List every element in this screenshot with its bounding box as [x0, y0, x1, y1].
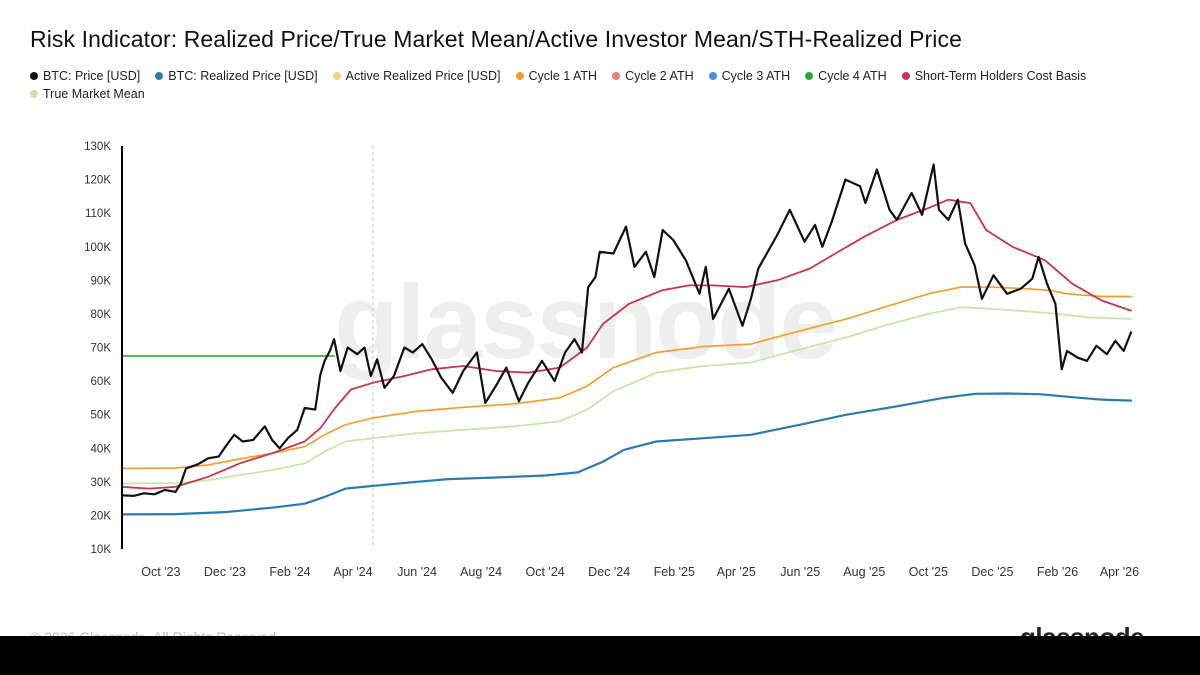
x-tick-label: Aug '24 — [460, 565, 502, 579]
series-line-true-market-mean — [121, 306, 1132, 485]
series-line-short-term-holders-cost-basis — [121, 198, 1132, 490]
y-tick-label: 40K — [91, 443, 112, 455]
x-tick-label: Apr '24 — [333, 565, 372, 579]
chart-legend: BTC: Price [USD] BTC: Realized Price [USD… — [30, 69, 1150, 101]
legend-dot — [332, 72, 341, 80]
x-tick-label: Apr '25 — [717, 565, 756, 579]
legend-label: Active Realized Price [USD] — [345, 69, 501, 83]
x-tick-label: Dec '25 — [971, 565, 1013, 579]
legend-dot — [612, 72, 621, 80]
y-tick-label: 90K — [91, 275, 112, 287]
x-tick-label: Feb '25 — [654, 565, 695, 579]
y-axis-labels: 10K 20K 30K 40K 50K 60K 70K 80K 90K 100K 110K 120K 1… — [84, 141, 111, 556]
y-tick-label: 110K — [85, 208, 111, 220]
legend-label: True Market Mean — [43, 87, 145, 101]
chart-canvas: glassnode 10K20K30K40K50K60K70K80K90K100… — [84, 141, 1139, 579]
x-tick-label: Jun '24 — [397, 565, 437, 579]
series-line-btc-price-usd — [120, 163, 1133, 497]
legend-dot — [155, 72, 164, 80]
y-tick-label: 10K — [91, 544, 112, 556]
legend-item-cycle-2-ath[interactable]: Cycle 2 ATH — [612, 69, 694, 83]
legend-dot — [708, 72, 717, 80]
x-axis-labels: Oct '23 Dec '23 Feb '24 Apr '24 Jun '24 Aug '… — [141, 565, 1139, 579]
y-tick-label: 20K — [91, 510, 112, 522]
y-tick-label: 30K — [91, 477, 112, 489]
legend-label: Cycle 3 ATH — [721, 69, 791, 83]
x-tick-label: Oct '23 — [141, 565, 180, 579]
chart-title: Risk Indicator: Realized Price/True Mark… — [30, 26, 963, 52]
legend-dot — [901, 72, 910, 80]
x-tick-label: Dec '23 — [204, 565, 246, 579]
legend-label: Cycle 2 ATH — [625, 69, 694, 83]
y-tick-label: 70K — [91, 343, 112, 355]
x-tick-label: Jun '25 — [780, 565, 820, 579]
legend-item-active-realized-price-usd[interactable]: Active Realized Price [USD] — [332, 69, 501, 83]
y-tick-label: 50K — [91, 410, 112, 422]
y-tick-label: 60K — [91, 376, 112, 388]
footer-logo: glassnode — [1020, 622, 1144, 636]
legend-item-cycle-1-ath[interactable]: Cycle 1 ATH — [515, 69, 598, 83]
x-tick-label: Dec '24 — [588, 565, 630, 579]
x-tick-label: Apr '26 — [1100, 565, 1139, 579]
legend-item-true-market-mean[interactable]: True Market Mean — [30, 87, 145, 101]
x-tick-label: Feb '26 — [1037, 565, 1078, 579]
copyright-text: © 2026 Glassnode. All Rights Reserved. — [30, 628, 280, 636]
y-tick-label: 80K — [91, 309, 112, 321]
y-tick-label: 100K — [84, 242, 111, 254]
footer-bar — [0, 636, 1200, 675]
legend-label: Short-Term Holders Cost Basis — [914, 69, 1087, 83]
legend-item-cycle-4-ath[interactable]: Cycle 4 ATH — [805, 69, 887, 83]
legend-item-cycle-3-ath[interactable]: Cycle 3 ATH — [708, 69, 791, 83]
y-tick-label: 120K — [84, 175, 111, 187]
legend-label: BTC: Realized Price [USD] — [168, 69, 318, 83]
legend-label: BTC: Price [USD] — [43, 69, 141, 83]
legend-dot — [805, 72, 814, 80]
legend-label: Cycle 1 ATH — [528, 69, 598, 83]
x-tick-label: Feb '24 — [269, 565, 310, 579]
series-line-btc-realized-price-usd — [120, 392, 1133, 516]
y-tick-label: 130K — [84, 141, 111, 153]
legend-dot — [30, 90, 38, 98]
legend-item-btc-realized-price-usd[interactable]: BTC: Realized Price [USD] — [155, 69, 318, 83]
x-tick-label: Aug '25 — [843, 565, 885, 579]
legend-item-short-term-holders-cost-basis[interactable]: Short-Term Holders Cost Basis — [901, 69, 1087, 83]
x-tick-label: Oct '25 — [909, 565, 948, 579]
legend-dot — [30, 72, 38, 80]
x-tick-label: Oct '24 — [526, 565, 565, 579]
legend-dot — [515, 72, 524, 80]
series-group — [120, 163, 1133, 516]
legend-label: Cycle 4 ATH — [818, 69, 887, 83]
legend-item-btc-price-usd[interactable]: BTC: Price [USD] — [30, 69, 140, 83]
